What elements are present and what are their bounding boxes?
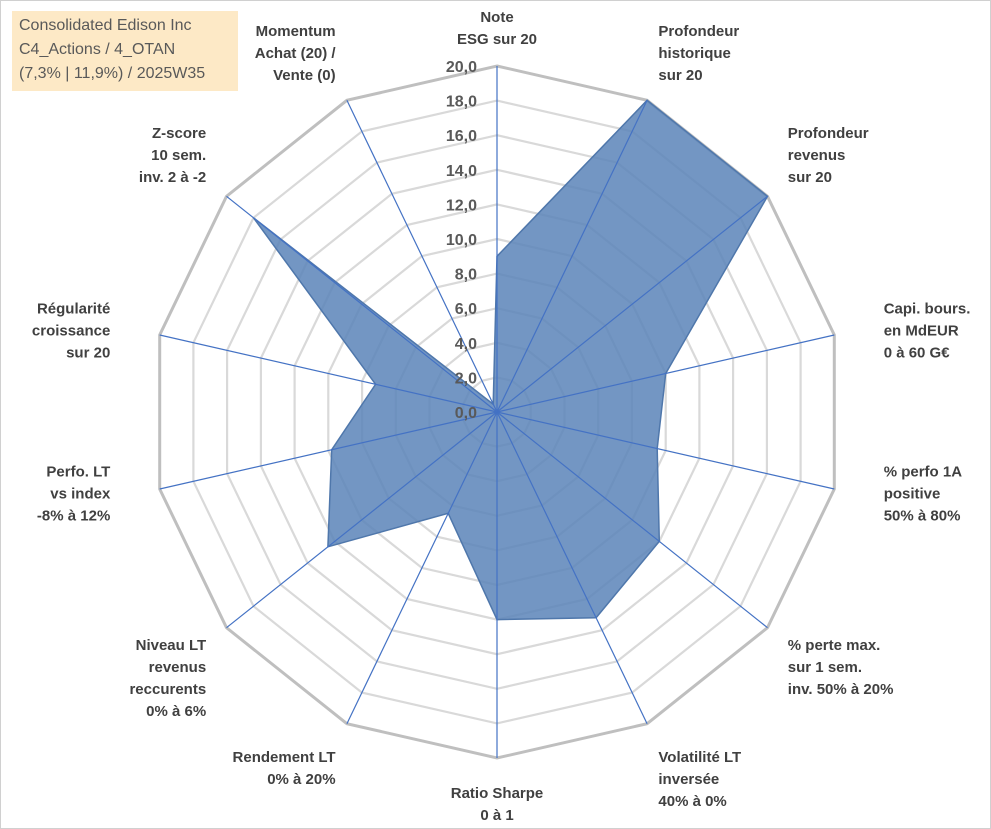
category-label-line: Ratio Sharpe [451,785,544,802]
category-label-line: 0 à 1 [480,807,513,824]
category-label-line: Achat (20) / [255,45,337,62]
category-label-line: -8% à 12% [37,507,110,524]
category-label-line: % perte max. [788,637,881,654]
axis-spoke [496,411,768,629]
category-label-line: 10 sem. [151,147,206,164]
category-label: Momentum Achat (20) / Vente (0) [255,23,337,84]
axis-spoke [226,195,498,413]
tick-label: 4,0 [455,336,477,353]
category-label-line: inv. 50% à 20% [788,681,894,698]
category-label-line: Z-score [152,125,206,142]
axis-spoke [496,411,648,724]
title-category: C4_Actions / 4_OTAN [19,41,176,58]
category-label-line: Régularité [37,301,110,318]
category-label-line: % perfo 1A [884,463,963,480]
category-label: Z-score 10 sem. inv. 2 à -2 [139,125,206,186]
axis-spoke [159,411,498,490]
tick-label: 20,0 [446,59,477,76]
axis-spoke [159,334,498,413]
category-label-line: 0% à 6% [146,703,206,720]
category-label-line: historique [658,45,731,62]
category-label-line: croissance [32,323,110,340]
axis-spoke [496,100,648,413]
category-label-line: sur 20 [788,169,832,186]
category-label-line: Capi. bours. [884,301,971,318]
category-label: % perfo 1A positive 50% à 80% [884,463,963,524]
category-label-line: Vente (0) [273,67,336,84]
category-label-line: vs index [50,485,111,502]
category-label-line: Momentum [256,23,336,40]
category-label: Rendement LT 0% à 20% [233,749,336,788]
category-label-line: 0 à 60 G€ [884,345,951,362]
tick-label: 10,0 [446,232,477,249]
category-label-line: sur 20 [66,345,110,362]
category-label-line: inversée [658,771,719,788]
tick-label: 14,0 [446,163,477,180]
title-stats: (7,3% | 11,9%) / 2025W35 [19,65,206,82]
category-label-line: revenus [788,147,846,164]
category-label-line: en MdEUR [884,323,959,340]
category-label-line: 50% à 80% [884,507,961,524]
category-label: Profondeur revenus sur 20 [788,125,869,186]
category-label-line: ESG sur 20 [457,31,537,48]
tick-label: 12,0 [446,197,477,214]
axis-spoke [346,411,498,724]
category-label-line: positive [884,485,941,502]
tick-label: 16,0 [446,128,477,145]
axis-spoke [346,100,498,413]
category-label: Niveau LT revenus reccurents 0% à 6% [129,637,206,720]
category-label: Volatilité LT inversée 40% à 0% [658,749,741,810]
chart-title-box: Consolidated Edison Inc C4_Actions / 4_O… [12,11,238,91]
category-label-line: reccurents [129,681,206,698]
title-company: Consolidated Edison Inc [19,17,192,34]
category-label: Profondeur historique sur 20 [658,23,739,84]
category-label-line: Profondeur [788,125,869,142]
category-label: Capi. bours. en MdEUR 0 à 60 G€ [884,301,971,362]
category-label-line: Rendement LT [233,749,336,766]
category-label-line: sur 20 [658,67,702,84]
category-label-line: 0% à 20% [267,771,335,788]
category-label-line: Profondeur [658,23,739,40]
tick-label: 2,0 [455,370,477,387]
category-label-line: Perfo. LT [46,463,110,480]
axis-spoke [496,334,835,413]
axis-spoke [226,411,498,629]
tick-label: 18,0 [446,94,477,111]
category-label-line: revenus [149,659,207,676]
tick-label: 8,0 [455,267,477,284]
axis-spoke [496,195,768,413]
data-area [252,99,769,621]
category-label: Perfo. LT vs index -8% à 12% [37,463,111,524]
axis-spoke [496,411,835,490]
category-label-line: 40% à 0% [658,793,726,810]
category-label-line: Volatilité LT [658,749,741,766]
category-label: Note ESG sur 20 [457,9,537,48]
category-label: Régularité croissance sur 20 [32,301,110,362]
category-label-line: Note [480,9,513,26]
category-label-line: sur 1 sem. [788,659,862,676]
category-label: % perte max. sur 1 sem. inv. 50% à 20% [788,637,894,698]
category-label-line: Niveau LT [136,637,207,654]
tick-label: 6,0 [455,301,477,318]
tick-label: 0,0 [455,405,477,422]
category-label: Ratio Sharpe 0 à 1 [451,785,544,824]
category-label-line: inv. 2 à -2 [139,169,206,186]
